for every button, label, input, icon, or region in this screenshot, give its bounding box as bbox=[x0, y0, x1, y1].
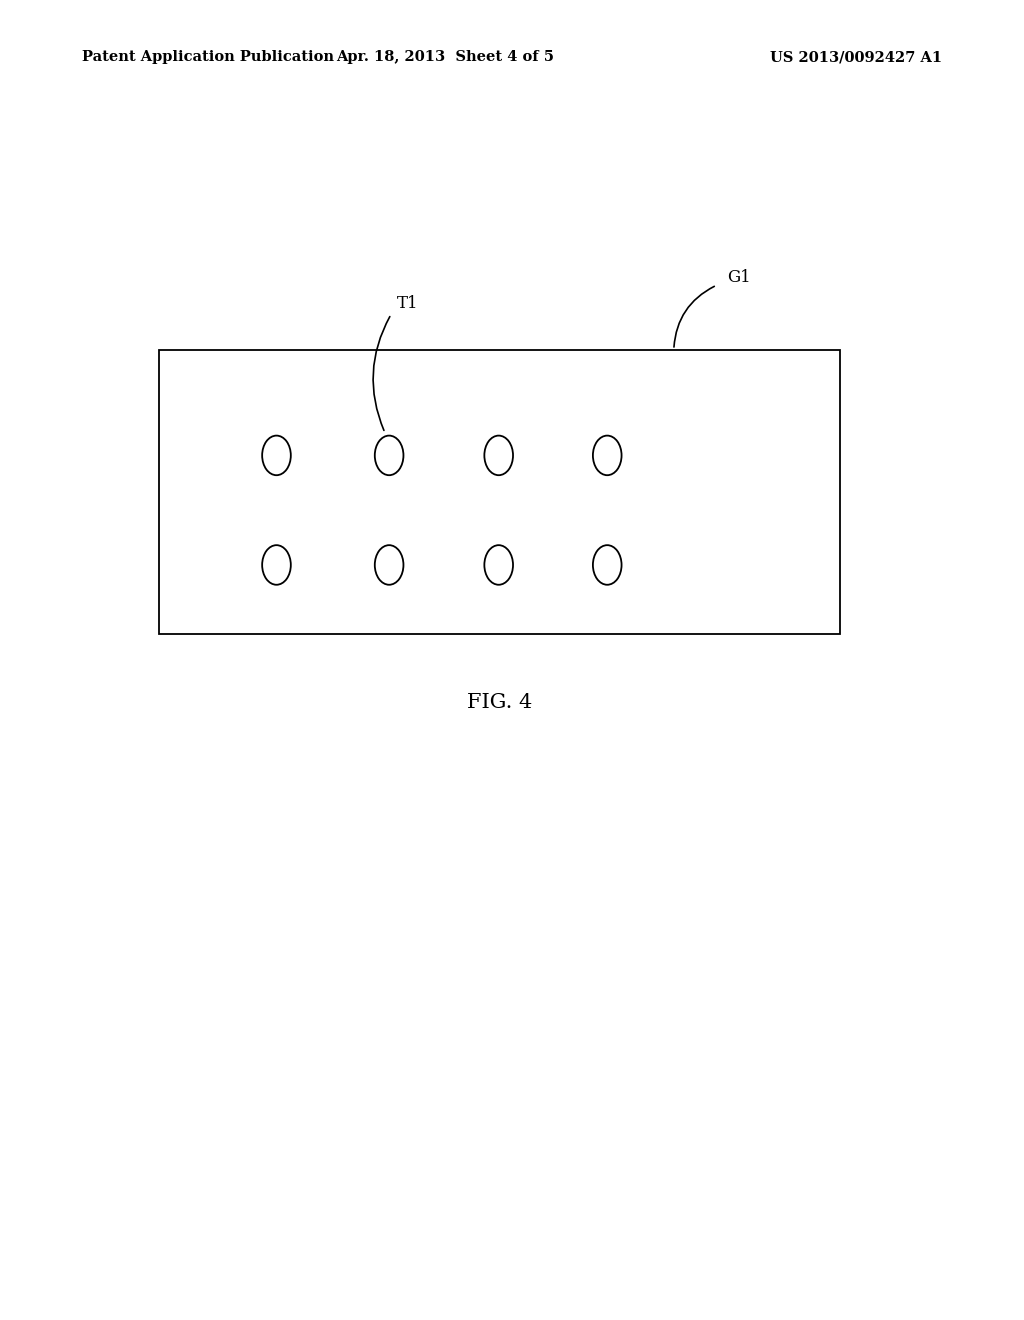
Ellipse shape bbox=[593, 545, 622, 585]
Text: Apr. 18, 2013  Sheet 4 of 5: Apr. 18, 2013 Sheet 4 of 5 bbox=[337, 50, 554, 65]
Ellipse shape bbox=[375, 545, 403, 585]
Ellipse shape bbox=[262, 436, 291, 475]
Ellipse shape bbox=[375, 436, 403, 475]
Bar bbox=[159, 350, 840, 634]
Text: T1: T1 bbox=[397, 296, 419, 312]
Ellipse shape bbox=[484, 436, 513, 475]
Ellipse shape bbox=[262, 545, 291, 585]
Text: FIG. 4: FIG. 4 bbox=[467, 693, 532, 711]
Text: G1: G1 bbox=[727, 269, 751, 285]
Ellipse shape bbox=[484, 545, 513, 585]
Ellipse shape bbox=[593, 436, 622, 475]
Text: Patent Application Publication: Patent Application Publication bbox=[82, 50, 334, 65]
Text: US 2013/0092427 A1: US 2013/0092427 A1 bbox=[770, 50, 942, 65]
